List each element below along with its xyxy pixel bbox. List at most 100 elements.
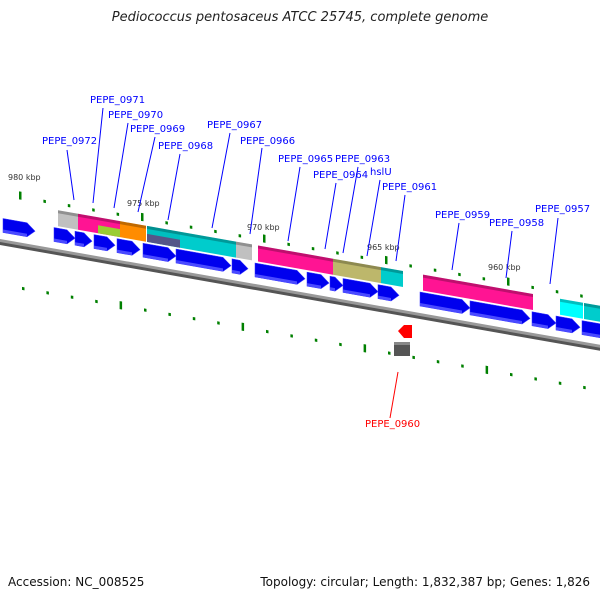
label-leader-line: [211, 132, 231, 229]
cds-arrow-shade: [232, 269, 240, 275]
gene-feature[interactable]: [78, 213, 98, 234]
minor-tick: [311, 246, 315, 251]
gene-label[interactable]: PEPE_0972: [42, 136, 97, 147]
gene-label[interactable]: PEPE_0964: [313, 170, 368, 181]
gene-label[interactable]: PEPE_0958: [489, 218, 544, 229]
minor-tick: [189, 225, 193, 229]
highlighted-gene-box[interactable]: [394, 342, 410, 356]
minor-tick: [558, 381, 562, 385]
gene-feature-top: [78, 213, 98, 221]
label-leader-line: [287, 166, 301, 242]
gene-label[interactable]: PEPE_0969: [130, 124, 185, 135]
gene-label[interactable]: PEPE_0968: [158, 141, 213, 152]
minor-tick: [461, 364, 464, 368]
label-leader-line: [549, 217, 559, 285]
minor-tick: [482, 277, 486, 281]
highlighted-gene-label[interactable]: PEPE_0960: [365, 419, 420, 430]
label-leader-line: [137, 136, 156, 213]
major-tick: [507, 277, 510, 286]
major-tick: [385, 255, 388, 265]
gene-feature[interactable]: [236, 241, 252, 261]
minor-tick: [168, 312, 171, 317]
gene-feature[interactable]: [180, 231, 236, 258]
gene-feature-part: [98, 225, 120, 238]
cds-arrow-shade: [532, 322, 548, 329]
gene-feature-top: [58, 210, 78, 217]
cds-arrow-shade: [556, 327, 572, 333]
gene-feature[interactable]: [560, 298, 583, 319]
gene-feature-top: [258, 245, 310, 258]
gene-label[interactable]: PEPE_0967: [207, 120, 262, 131]
gene-label[interactable]: hslU: [370, 167, 392, 178]
gene-label[interactable]: PEPE_0957: [535, 204, 590, 215]
gene-feature-top: [423, 274, 473, 287]
cds-arrow-shade: [420, 303, 462, 314]
major-tick: [141, 212, 144, 222]
minor-tick: [433, 268, 437, 272]
genome-track-line: [0, 237, 600, 350]
minor-tick: [409, 264, 412, 268]
gene-feature[interactable]: [58, 210, 78, 230]
minor-tick: [266, 329, 269, 334]
minor-tick: [388, 351, 391, 355]
gene-label[interactable]: PEPE_0963: [335, 154, 390, 165]
cds-arrow-shade: [75, 242, 84, 247]
minor-tick: [192, 316, 196, 321]
gene-feature-top: [584, 302, 600, 311]
gene-feature[interactable]: [423, 274, 473, 300]
cds-arrow-shade: [343, 289, 370, 298]
minor-tick: [583, 385, 586, 390]
minor-tick: [412, 355, 415, 360]
label-leader-line: [324, 182, 337, 250]
gene-label[interactable]: PEPE_0970: [108, 110, 163, 121]
cds-arrow-shade: [582, 331, 600, 339]
minor-tick: [360, 255, 364, 260]
gene-feature[interactable]: [584, 302, 600, 324]
gene-feature-top: [98, 217, 120, 225]
cds-arrow-shade: [378, 295, 391, 301]
scale-label: 975 kbp: [127, 199, 160, 208]
minor-tick: [217, 321, 220, 325]
gene-label[interactable]: PEPE_0966: [240, 136, 295, 147]
cds-arrow-shade: [94, 245, 107, 251]
highlighted-gene-box-top: [394, 342, 410, 345]
gene-label[interactable]: PEPE_0965: [278, 154, 333, 165]
minor-tick: [287, 242, 290, 247]
gene-feature-top: [381, 267, 403, 275]
highlight-leader-line: [389, 371, 399, 419]
minor-tick: [336, 251, 339, 255]
gene-feature-top: [180, 231, 236, 245]
label-leader-line: [113, 122, 129, 209]
highlighted-gene-arrow[interactable]: [398, 325, 412, 338]
gene-feature-top: [310, 254, 333, 262]
gene-feature[interactable]: [258, 245, 310, 271]
gene-label[interactable]: PEPE_0971: [90, 95, 145, 106]
gene-label[interactable]: PEPE_0959: [435, 210, 490, 221]
gene-feature[interactable]: [473, 283, 533, 310]
scale-label: 960 kbp: [488, 263, 521, 272]
gene-feature[interactable]: [310, 254, 333, 275]
gene-label[interactable]: PEPE_0961: [382, 182, 437, 193]
gene-feature-top: [120, 221, 146, 229]
minor-tick: [314, 338, 318, 342]
minor-tick: [95, 299, 98, 304]
minor-tick: [339, 342, 342, 347]
minor-tick: [46, 291, 49, 295]
label-leader-line: [66, 149, 75, 201]
scale-label: 970 kbp: [247, 223, 280, 232]
gene-feature[interactable]: [333, 258, 381, 284]
minor-tick: [458, 272, 461, 277]
gene-feature[interactable]: [381, 267, 403, 288]
label-leader-line: [249, 147, 263, 235]
cds-arrow-shade: [3, 229, 27, 237]
minor-tick: [43, 199, 46, 204]
major-tick: [363, 344, 367, 353]
major-tick: [485, 365, 489, 375]
minor-tick: [531, 285, 534, 290]
gene-feature[interactable]: [120, 221, 146, 242]
label-leader-line: [342, 166, 359, 254]
label-leader-line: [92, 107, 104, 204]
minor-tick: [92, 208, 95, 212]
